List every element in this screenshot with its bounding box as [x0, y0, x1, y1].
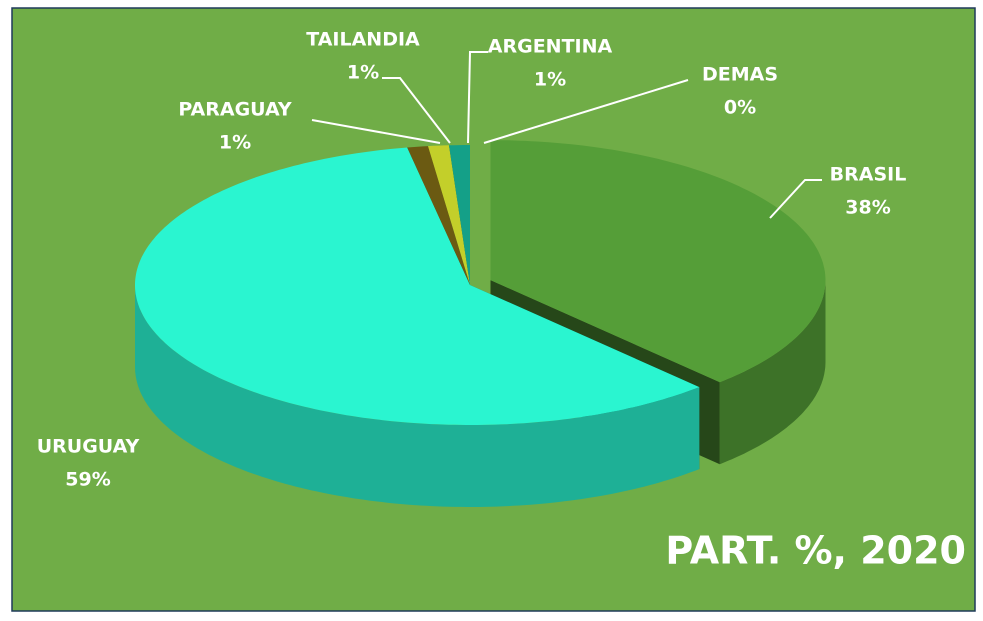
slice — [428, 145, 470, 285]
slice — [449, 145, 470, 285]
chart-title: PART. %, 2020 — [665, 529, 966, 573]
category-label: BRASIL — [830, 164, 907, 186]
value-label: 1% — [534, 69, 566, 91]
slice — [490, 140, 826, 383]
value-label: 38% — [845, 197, 890, 219]
value-label: 0% — [724, 97, 756, 119]
leader-line — [483, 79, 689, 144]
slice-side — [719, 280, 826, 465]
leader-line — [769, 179, 822, 219]
category-label: URUGUAY — [37, 436, 140, 458]
slice — [407, 146, 470, 285]
category-label: PARAGUAY — [178, 99, 292, 121]
leader-line — [311, 119, 441, 144]
leader-line — [467, 51, 488, 144]
slice-side — [135, 285, 700, 507]
category-label: DEMAS — [702, 64, 778, 86]
slice — [135, 147, 700, 425]
category-label: TAILANDIA — [306, 29, 420, 51]
value-label: 1% — [219, 132, 251, 154]
leader-line — [382, 77, 451, 144]
category-label: ARGENTINA — [488, 36, 613, 58]
value-label: 59% — [65, 469, 110, 491]
value-label: 1% — [347, 62, 379, 84]
